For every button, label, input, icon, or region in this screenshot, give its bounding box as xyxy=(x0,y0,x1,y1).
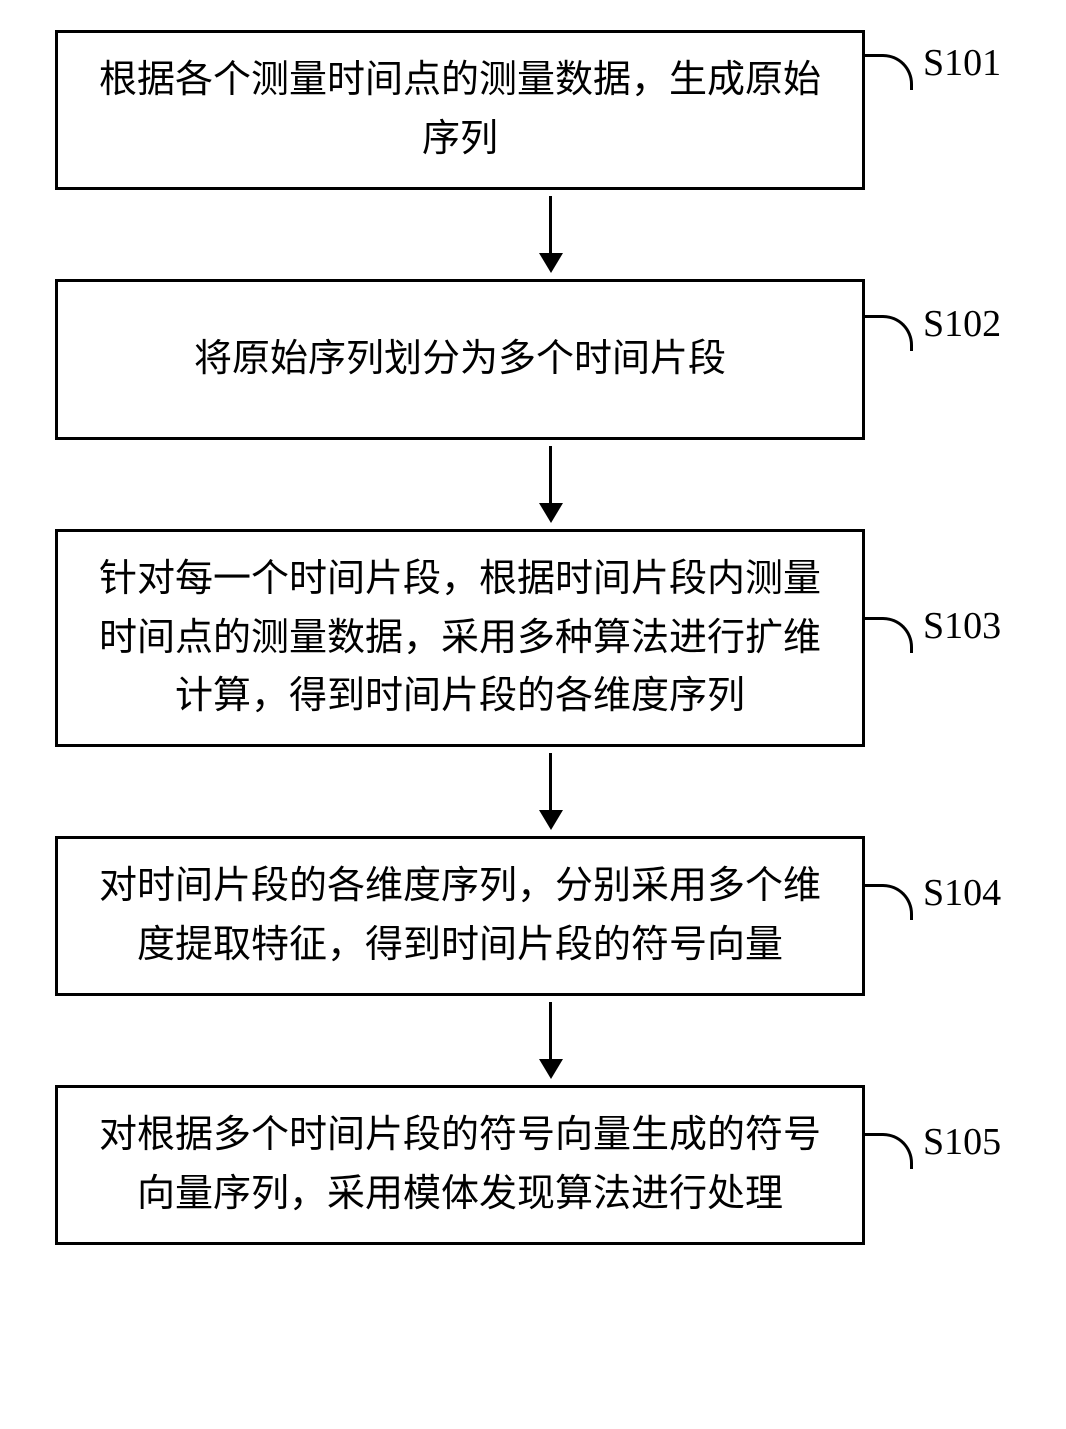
step-s105: 对根据多个时间片段的符号向量生成的符号向量序列，采用模体发现算法进行处理 S10… xyxy=(55,1085,1046,1245)
step-s103: 针对每一个时间片段，根据时间片段内测量时间点的测量数据，采用多种算法进行扩维计算… xyxy=(55,529,1046,748)
arrow-4 xyxy=(539,1002,563,1079)
arrow-head-3 xyxy=(539,810,563,830)
box-text-s104: 对时间片段的各维度序列，分别采用多个维度提取特征，得到时间片段的符号向量 xyxy=(99,865,821,966)
box-s103: 针对每一个时间片段，根据时间片段内测量时间点的测量数据，采用多种算法进行扩维计算… xyxy=(55,529,865,748)
label-connector-s104: S104 xyxy=(863,866,1001,920)
label-curve-s104 xyxy=(863,884,913,920)
label-curve-s103 xyxy=(863,617,913,653)
label-curve-s105 xyxy=(863,1133,913,1169)
flowchart-container: 根据各个测量时间点的测量数据，生成原始序列 S101 将原始序列划分为多个时间片… xyxy=(55,30,1046,1245)
label-s101: S101 xyxy=(923,41,1001,85)
arrow-line-2 xyxy=(549,446,552,504)
box-text-s103: 针对每一个时间片段，根据时间片段内测量时间点的测量数据，采用多种算法进行扩维计算… xyxy=(99,558,821,718)
arrow-2 xyxy=(539,446,563,523)
label-connector-s102: S102 xyxy=(863,297,1001,351)
arrow-line-3 xyxy=(549,753,552,811)
arrow-head-1 xyxy=(539,253,563,273)
box-s101: 根据各个测量时间点的测量数据，生成原始序列 xyxy=(55,30,865,190)
step-s101: 根据各个测量时间点的测量数据，生成原始序列 S101 xyxy=(55,30,1046,190)
box-text-s102: 将原始序列划分为多个时间片段 xyxy=(194,338,726,380)
box-text-s105: 对根据多个时间片段的符号向量生成的符号向量序列，采用模体发现算法进行处理 xyxy=(99,1114,821,1215)
box-s105: 对根据多个时间片段的符号向量生成的符号向量序列，采用模体发现算法进行处理 xyxy=(55,1085,865,1245)
label-s102: S102 xyxy=(923,302,1001,346)
label-connector-s103: S103 xyxy=(863,599,1001,653)
label-curve-s102 xyxy=(863,315,913,351)
label-curve-s101 xyxy=(863,54,913,90)
arrow-line-4 xyxy=(549,1002,552,1060)
arrow-3 xyxy=(539,753,563,830)
arrow-line-1 xyxy=(549,196,552,254)
label-s104: S104 xyxy=(923,871,1001,915)
box-text-s101: 根据各个测量时间点的测量数据，生成原始序列 xyxy=(99,59,821,160)
arrow-head-4 xyxy=(539,1059,563,1079)
arrow-1 xyxy=(539,196,563,273)
label-connector-s105: S105 xyxy=(863,1115,1001,1169)
step-s104: 对时间片段的各维度序列，分别采用多个维度提取特征，得到时间片段的符号向量 S10… xyxy=(55,836,1046,996)
step-s102: 将原始序列划分为多个时间片段 S102 xyxy=(55,279,1046,440)
arrow-head-2 xyxy=(539,503,563,523)
label-s105: S105 xyxy=(923,1120,1001,1164)
label-s103: S103 xyxy=(923,604,1001,648)
box-s104: 对时间片段的各维度序列，分别采用多个维度提取特征，得到时间片段的符号向量 xyxy=(55,836,865,996)
label-connector-s101: S101 xyxy=(863,36,1001,90)
box-s102: 将原始序列划分为多个时间片段 xyxy=(55,279,865,440)
